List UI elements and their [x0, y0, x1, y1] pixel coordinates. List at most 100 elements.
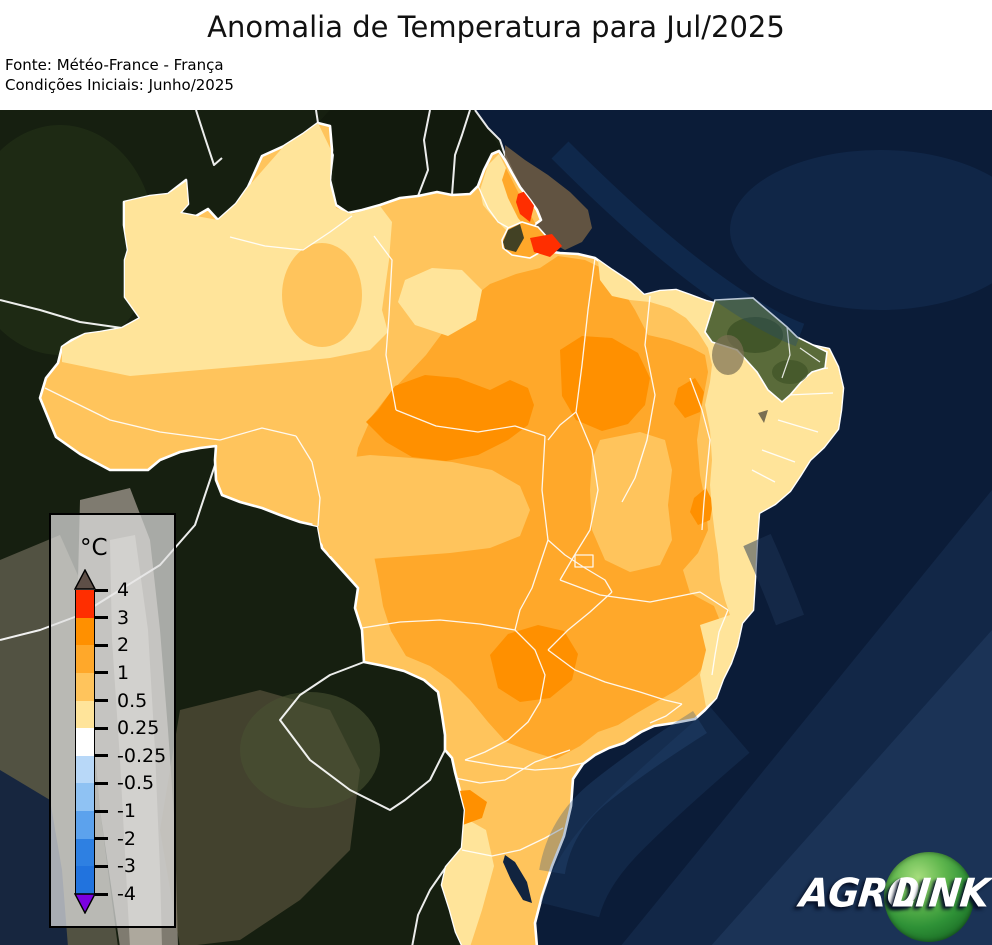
source-line: Fonte: Météo-France - França	[5, 56, 224, 74]
ocean-facet-southeast	[621, 490, 992, 945]
border-roraima-amazonas	[229, 215, 353, 251]
legend-tick-label: 3	[117, 606, 130, 629]
legend-tick-row: 2	[95, 634, 129, 656]
legend-tick-mark	[95, 588, 108, 592]
lagoa-dos-patos	[503, 855, 532, 903]
border-minas-rio	[649, 703, 683, 724]
border-amazonas-para	[373, 235, 397, 411]
border-distrito-federal	[574, 554, 594, 568]
legend-tick-mark	[95, 864, 108, 868]
legend-tick-label: 1	[117, 661, 130, 684]
agrolink-logo: AGRO LINK	[798, 845, 992, 945]
legend-tick-label: 0.5	[117, 689, 148, 712]
border-para-tocantins	[547, 411, 577, 441]
land-paraguay	[240, 692, 380, 808]
border-amazonas-rondonia	[219, 427, 297, 441]
shelf-north-coast	[551, 141, 805, 347]
border-piaui-bahia	[689, 377, 711, 531]
legend-unit-label: °C	[80, 535, 108, 561]
legend-tick-row: -3	[95, 855, 136, 877]
pernambuco-mask-speck	[758, 410, 768, 423]
shelf-abrolhos	[743, 533, 805, 626]
border-ms-sao-paulo	[464, 629, 546, 761]
legend-tick-mark	[95, 754, 108, 758]
border-venezuela-colombia	[195, 110, 223, 166]
legend-cell--0.25-to-0.25	[76, 728, 94, 756]
legend-tick-row: -4	[95, 883, 136, 905]
region-north-mato-grosso-hot	[366, 375, 534, 461]
legend-cell-0.5-to-1	[76, 672, 94, 701]
legend-tick-row: 4	[95, 579, 129, 601]
legend-tick-mark	[95, 892, 108, 896]
legend-tick-label: 4	[117, 579, 130, 601]
legend-tick-mark	[95, 726, 108, 730]
legend-cell--1-to--0.5	[76, 783, 94, 812]
ceara-mask-green-patch-2	[772, 360, 808, 384]
ceara-mask-brown-patch	[712, 335, 744, 375]
border-para-mato-grosso	[395, 409, 546, 437]
legend-tick-label: -3	[117, 855, 136, 878]
legend-tick-mark	[95, 643, 108, 647]
legend-panel: °C 4 3 2 1 0.5 0.25 -0.25 -0.5 -1 -2 -3 -4	[49, 513, 176, 928]
region-bahia-interior-hot	[690, 488, 713, 525]
border-rondonia-mato-grosso	[295, 435, 321, 527]
region-central-mato-grosso-amber	[310, 455, 530, 559]
legend-tick-label: -0.5	[117, 772, 155, 795]
source-info: Fonte: Météo-France - França Condições I…	[5, 56, 234, 95]
legend-tick-label: -1	[117, 800, 136, 823]
border-santa-catarina-rs	[461, 827, 564, 857]
border-para-maranhao	[575, 257, 596, 413]
legend-tick-label: 2	[117, 634, 130, 657]
anomaly-fields	[62, 123, 843, 945]
region-central-roraima-amber-tongue	[282, 243, 362, 347]
border-amapa-para	[477, 185, 510, 229]
legend-tick-row: -0.5	[95, 772, 154, 794]
border-minas-espirito-santo	[711, 609, 729, 676]
shelf-southeast-outer	[540, 707, 750, 919]
page-title: Anomalia de Temperatura para Jul/2025	[207, 10, 785, 44]
border-colombia-peru	[0, 299, 123, 329]
border-maranhao-piaui	[621, 295, 656, 503]
legend-cell--0.5-to--0.25	[76, 755, 94, 784]
region-marajo-red	[530, 234, 562, 257]
legend-cell-3-to-4	[76, 590, 94, 618]
region-west-para-pale	[398, 268, 482, 336]
border-tocantins-goias-west	[514, 435, 549, 631]
border-acre-amazonas	[44, 387, 221, 441]
border-goias-bahia	[547, 539, 613, 593]
legend-cell--3-to--2	[76, 838, 94, 867]
ocean-patch-northeast	[730, 150, 992, 310]
border-parana-santa-catarina	[454, 749, 571, 784]
initial-conditions-line: Condições Iniciais: Junho/2025	[5, 75, 234, 94]
shelf-southeast-inner	[539, 711, 707, 875]
legend-cell--4-to--3	[76, 866, 94, 895]
logo-word-link: LINK	[890, 870, 992, 916]
legend-tick-row: 1	[95, 662, 129, 684]
land-colombia	[0, 125, 155, 355]
border-mato-grosso-ms	[361, 619, 516, 631]
legend-tick-mark	[95, 671, 108, 675]
legend-cell-1-to-2	[76, 645, 94, 673]
border-suriname-french-guiana	[451, 110, 471, 196]
legend-tick-mark	[95, 781, 108, 785]
amazon-mouth-sediment	[505, 145, 592, 250]
legend-tick-row: -2	[95, 828, 136, 850]
legend-tick-label: -2	[117, 827, 136, 850]
marajo-island	[501, 221, 562, 259]
header: Anomalia de Temperatura para Jul/2025 Fo…	[0, 0, 992, 110]
region-central-bahia-amber	[590, 432, 672, 572]
border-sao-paulo-parana	[464, 759, 584, 771]
map-container: °C 4 3 2 1 0.5 0.25 -0.25 -0.5 -1 -2 -3 -4 AGRO LIN…	[0, 110, 992, 945]
border-minas-sao-paulo	[547, 649, 683, 705]
legend-colorbar	[75, 590, 95, 895]
legend-arrow-down-icon	[74, 893, 96, 914]
legend-tick-row: 3	[95, 607, 129, 629]
border-paraguay	[279, 661, 446, 811]
legend-arrow-up-icon	[74, 569, 96, 590]
ceara-masked-region	[704, 297, 828, 423]
legend-cell-2-to-3	[76, 617, 94, 646]
border-bahia-minas	[559, 579, 729, 611]
region-sao-paulo-parana-hot	[490, 625, 578, 702]
legend-cell-0.25-to-0.5	[76, 700, 94, 729]
logo-sphere-icon	[884, 852, 974, 942]
